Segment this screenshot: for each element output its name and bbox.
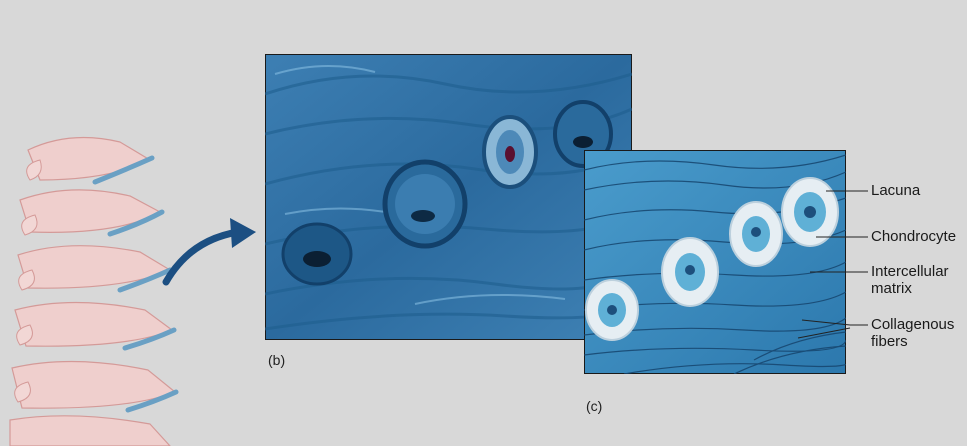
chondrocytes-c [585, 177, 839, 341]
panel-label-c: (c) [586, 398, 603, 414]
leader-lines [797, 190, 868, 339]
label-collagenous-line2: fibers [871, 333, 908, 350]
label-chondrocyte: Chondrocyte [871, 228, 957, 245]
micrograph-panel-b [265, 54, 632, 340]
label-lacuna: Lacuna [871, 182, 921, 199]
panel-label-b: (b) [268, 352, 286, 368]
intervertebral-discs [92, 155, 179, 413]
label-collagenous-line1: Collagenous [871, 316, 955, 333]
vertebral-column-illustration [9, 136, 179, 446]
label-intercellular-line2: matrix [871, 280, 912, 297]
spinous-processes [14, 159, 42, 403]
vertebra-bodies [9, 136, 177, 446]
pointer-arrow [162, 218, 256, 286]
light-streaks-b [274, 64, 566, 305]
lacunae-b [281, 100, 613, 286]
label-intercellular-line1: Intercellular [871, 263, 949, 280]
